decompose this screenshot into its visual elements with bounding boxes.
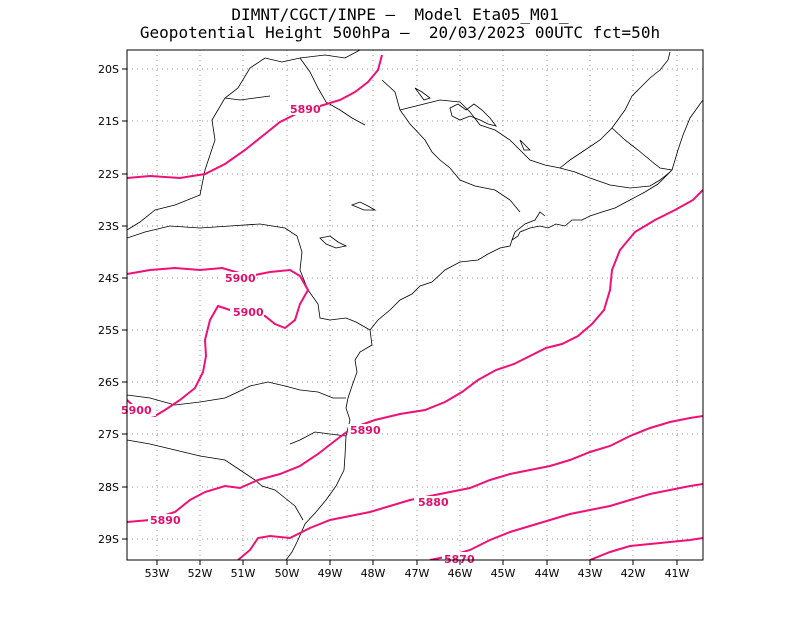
latitude-label: 20S	[98, 63, 119, 76]
latitude-label: 26S	[98, 376, 119, 389]
contour-label: 5880	[418, 496, 449, 509]
contour-label: 5900	[121, 404, 152, 417]
latitude-label: 21S	[98, 115, 119, 128]
longitude-label: 53W	[145, 567, 170, 580]
contour-label: 5890	[350, 424, 381, 437]
latitude-label: 24S	[98, 272, 119, 285]
contour-label: 5900	[225, 272, 256, 285]
longitude-label: 45W	[491, 567, 516, 580]
latitude-labels: 20S 21S 22S 23S 24S 25S 26S 27S 28S 29S	[98, 63, 119, 546]
contour-labels: 5890 5900 5900 5900 5890 5890 5880 5870	[121, 103, 476, 566]
map-frame	[126, 49, 704, 561]
latitude-label: 22S	[98, 168, 119, 181]
map-title-line1: DIMNT/CGCT/INPE – Model Eta05_M01_	[231, 5, 569, 24]
contour-label: 5890	[150, 514, 181, 527]
longitude-label: 52W	[188, 567, 213, 580]
longitude-label: 50W	[275, 567, 300, 580]
longitude-label: 46W	[448, 567, 473, 580]
contour-label: 5900	[233, 306, 264, 319]
latitude-label: 27S	[98, 428, 119, 441]
longitude-label: 51W	[231, 567, 256, 580]
longitude-labels: 53W 52W 51W 50W 49W 48W 47W 46W 45W 44W 43W 42W 41W	[145, 567, 690, 580]
longitude-label: 49W	[318, 567, 343, 580]
latitude-label: 28S	[98, 481, 119, 494]
axis-ticks	[122, 68, 678, 565]
latitude-label: 29S	[98, 533, 119, 546]
longitude-label: 47W	[405, 567, 430, 580]
longitude-label: 43W	[578, 567, 603, 580]
map-title-line2: Geopotential Height 500hPa – 20/03/2023 …	[139, 23, 661, 42]
lat-lon-grid	[127, 50, 703, 560]
longitude-label: 48W	[361, 567, 386, 580]
longitude-label: 42W	[621, 567, 646, 580]
longitude-label: 44W	[535, 567, 560, 580]
contour-label: 5890	[290, 103, 321, 116]
coastline-borders	[127, 50, 703, 560]
latitude-label: 23S	[98, 220, 119, 233]
latitude-label: 25S	[98, 324, 119, 337]
longitude-label: 41W	[665, 567, 690, 580]
